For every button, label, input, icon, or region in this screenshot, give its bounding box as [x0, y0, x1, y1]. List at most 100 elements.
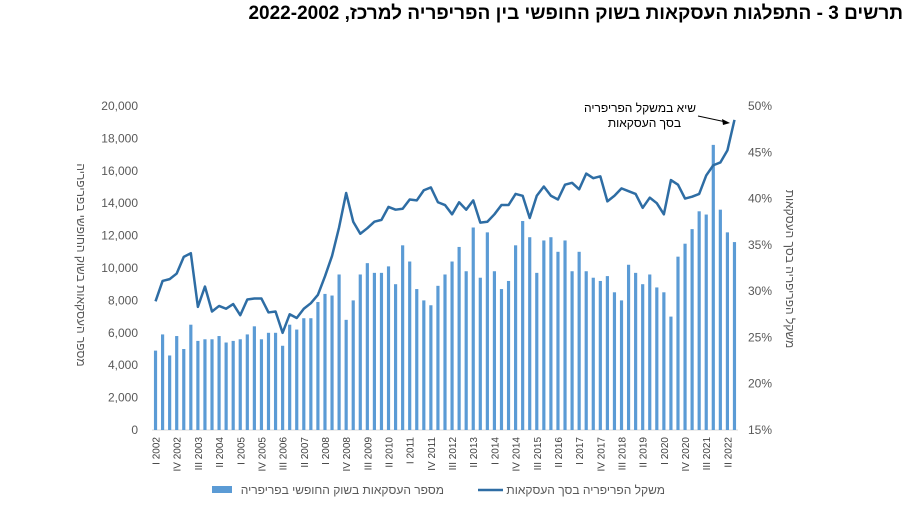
- left-tick-label: 8,000: [108, 293, 138, 307]
- chart-title: תרשים 3 - התפלגות העסקאות בשוק החופשי בי…: [248, 3, 903, 24]
- x-tick-label: IV 2002: [173, 437, 184, 472]
- annotation-line-1: שיא במשקל הפריפריה: [584, 101, 696, 115]
- bar: [711, 144, 715, 430]
- bar: [626, 264, 631, 430]
- bar: [168, 355, 172, 430]
- right-tick-label: 20%: [748, 377, 772, 391]
- bar: [337, 274, 341, 430]
- x-tick-label: I 2011: [406, 437, 417, 464]
- x-tick-label: I 2017: [575, 437, 586, 465]
- bar: [471, 227, 475, 430]
- bar: [386, 266, 391, 430]
- bar: [238, 339, 242, 430]
- annotation-arrowhead: [722, 119, 730, 125]
- bar: [161, 334, 165, 430]
- right-tick-label: 15%: [748, 423, 772, 437]
- bar: [690, 229, 694, 430]
- bar: [372, 272, 376, 430]
- bar: [365, 263, 369, 430]
- left-tick-label: 0: [131, 423, 138, 437]
- legend-line-label: משקל הפריפריה בסך העסקאות: [506, 483, 665, 497]
- bar: [217, 336, 221, 430]
- bar: [535, 272, 539, 430]
- bar: [521, 221, 525, 430]
- bar-series: [153, 144, 737, 430]
- bar: [302, 318, 306, 430]
- x-tick-label: III 2015: [533, 437, 544, 471]
- x-tick-label: II 2019: [639, 437, 650, 468]
- bar: [273, 332, 278, 430]
- bar: [266, 332, 271, 430]
- bar: [189, 324, 193, 430]
- bar: [634, 272, 638, 430]
- bar: [175, 336, 179, 430]
- right-axis-label: משקל הפריפריה בסך העסקאות: [783, 190, 797, 349]
- bar: [450, 261, 454, 430]
- bar: [457, 246, 461, 430]
- bar: [295, 329, 299, 430]
- x-tick-label: II 2016: [554, 437, 565, 468]
- x-tick-label: III 2012: [448, 437, 459, 471]
- bar: [429, 305, 433, 430]
- x-tick-label: I 2014: [490, 437, 501, 465]
- x-tick-label: III 2006: [279, 437, 290, 471]
- right-axis-ticks: 15% 20% 25% 30% 35% 40% 45% 50%: [748, 99, 772, 437]
- left-tick-label: 10,000: [101, 261, 138, 275]
- bar: [153, 350, 158, 430]
- right-tick-label: 35%: [748, 238, 772, 252]
- peak-annotation: שיא במשקל הפריפריה בסך העסקאות: [584, 101, 730, 130]
- right-tick-label: 25%: [748, 330, 772, 344]
- bar: [619, 300, 624, 430]
- bar: [492, 271, 497, 430]
- x-tick-label: IV 2020: [681, 437, 692, 472]
- bar: [323, 293, 327, 430]
- right-tick-label: 45%: [748, 145, 772, 159]
- bar: [443, 274, 447, 430]
- bar: [196, 340, 200, 430]
- line-series: [154, 119, 736, 335]
- x-tick-label: II 2004: [215, 437, 226, 468]
- x-tick-label: I 2002: [152, 437, 163, 465]
- x-tick-label: II 2022: [723, 437, 734, 468]
- bar: [648, 274, 652, 430]
- bar: [210, 339, 214, 430]
- bar: [499, 289, 504, 430]
- bar: [718, 209, 722, 430]
- bar: [655, 287, 659, 430]
- bar: [514, 245, 518, 430]
- x-axis-ticks: I 2002 IV 2002 III 2003 II 2004 I 2005 IV 200…: [152, 437, 735, 472]
- bar: [478, 277, 482, 430]
- bar: [344, 319, 348, 430]
- left-tick-label: 16,000: [101, 164, 138, 178]
- left-tick-label: 4,000: [108, 358, 138, 372]
- bar: [563, 240, 567, 430]
- x-tick-label: I 2005: [236, 437, 247, 465]
- x-tick-label: III 2021: [702, 437, 713, 471]
- bar: [288, 324, 292, 430]
- bar: [676, 256, 680, 430]
- bar: [401, 245, 405, 430]
- x-tick-label: I 2020: [660, 437, 671, 465]
- bar: [422, 300, 426, 430]
- left-tick-label: 20,000: [101, 99, 138, 113]
- bar: [584, 271, 588, 430]
- bar: [281, 345, 285, 430]
- bar: [598, 280, 602, 430]
- bar: [309, 318, 313, 430]
- bar: [669, 316, 673, 430]
- bar: [245, 334, 249, 430]
- left-axis-label: מספר העסקאות בשוק החופשי בפריפריה: [74, 163, 88, 366]
- bar: [351, 300, 355, 430]
- right-tick-label: 30%: [748, 284, 772, 298]
- x-tick-label: II 2010: [385, 437, 396, 468]
- bar: [259, 339, 264, 430]
- x-tick-label: IV 2008: [342, 437, 353, 472]
- bar: [379, 272, 384, 430]
- bar: [697, 211, 701, 430]
- x-tick-label: III 2009: [363, 437, 374, 471]
- bar: [683, 243, 687, 430]
- x-tick-label: IV 2017: [596, 437, 607, 472]
- bar: [641, 284, 645, 430]
- left-tick-label: 14,000: [101, 196, 138, 210]
